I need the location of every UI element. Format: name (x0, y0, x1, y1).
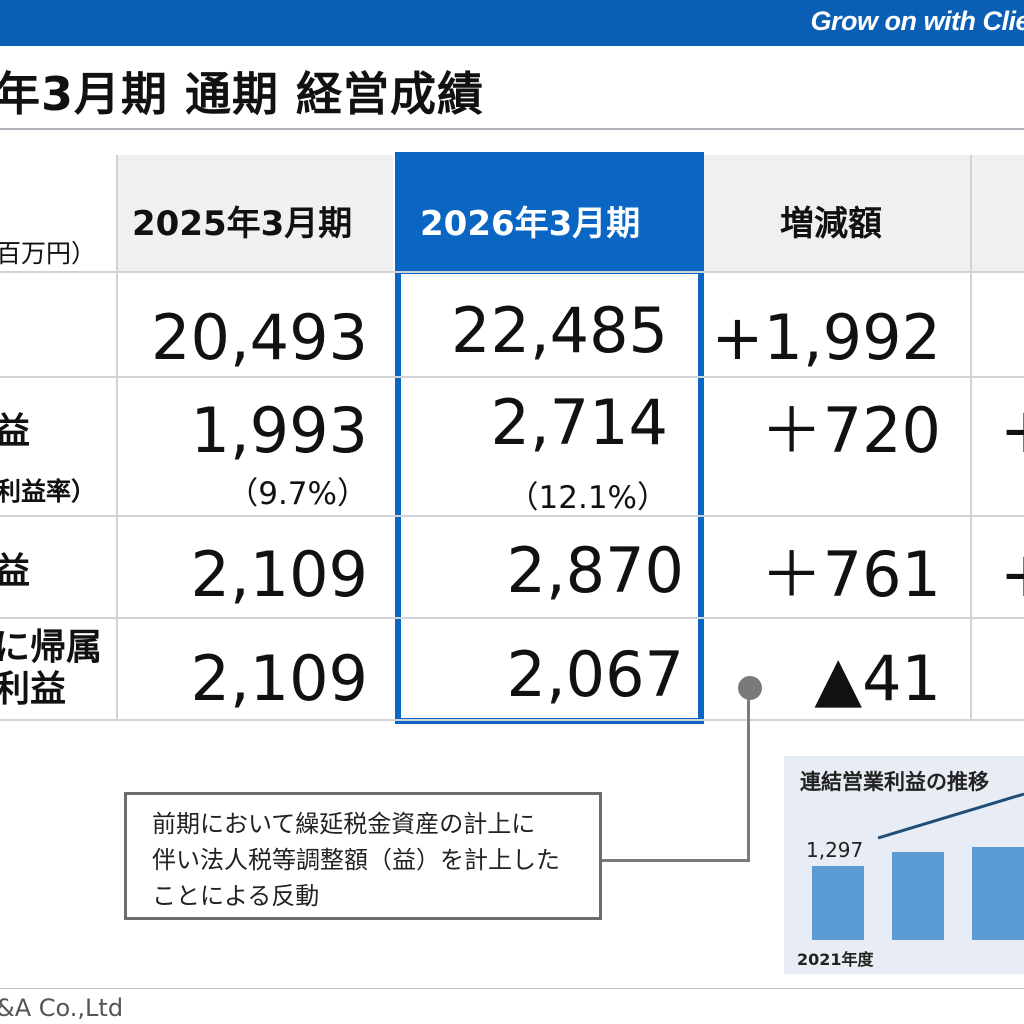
header-cell-extra (972, 155, 1024, 273)
row4-change: ▲41 (814, 642, 941, 715)
row4-label-line2: 利益 (0, 669, 67, 710)
row4-fy2025: 2,109 (190, 642, 369, 715)
mini-chart-title: 連結営業利益の推移 (800, 770, 989, 794)
column-divider (116, 155, 118, 721)
column-divider (970, 155, 972, 721)
row2-extra: + (1000, 400, 1024, 462)
slogan: Grow on with Clie (810, 6, 1024, 36)
row2-fy2026-pct: （12.1%） (507, 480, 668, 516)
row3-change: ＋761 (760, 538, 941, 611)
row-divider (0, 515, 1024, 517)
callout-box (124, 792, 602, 920)
mini-chart-bar (972, 847, 1024, 940)
callout-connector (600, 859, 750, 862)
mini-chart-bar (812, 866, 864, 940)
row-divider (0, 376, 1024, 378)
row-divider (0, 271, 1024, 273)
row4-label-line1: に帰属 (0, 627, 103, 668)
row1-change: +1,992 (711, 301, 941, 374)
callout-text: 前期において繰延税金資産の計上に 伴い法人税等調整額（益）を計上した ことによる… (152, 810, 560, 910)
column-header-fy2025: 2025年3月期 (132, 204, 353, 244)
callout-anchor-dot (738, 676, 762, 700)
column-header-fy2026: 2026年3月期 (420, 204, 641, 244)
page-title: 年3月期 通期 経営成績 (0, 67, 485, 121)
row2-change: ＋720 (760, 394, 941, 467)
row2-label: 益 (0, 411, 31, 452)
mini-chart-bar (892, 852, 944, 940)
row-divider (0, 719, 1024, 721)
row3-label: 益 (0, 551, 31, 592)
row3-fy2026: 2,870 (506, 534, 685, 607)
footer-divider (0, 988, 1024, 989)
mini-chart-trend-line (877, 792, 1024, 840)
row2-fy2025: 1,993 (190, 394, 369, 467)
row2-fy2026: 2,714 (490, 386, 669, 459)
row1-fy2026: 22,485 (451, 294, 668, 367)
row4-fy2026: 2,067 (506, 638, 685, 711)
unit-label: 百万円） (0, 239, 97, 268)
column-header-change: 増減額 (780, 204, 882, 244)
title-divider (0, 128, 1024, 130)
row1-fy2025: 20,493 (151, 301, 368, 374)
row2-sublabel: 利益率） (0, 477, 97, 506)
mini-chart-first-year: 2021年度 (797, 950, 874, 969)
row-divider (0, 617, 1024, 619)
footer-company: &A Co.,Ltd (0, 994, 124, 1022)
row3-extra: + (1000, 544, 1024, 606)
header-cell-fy2025 (117, 155, 393, 273)
header-cell-fy2026 (395, 152, 704, 274)
callout-connector (747, 690, 750, 862)
row2-fy2025-pct: （9.7%） (227, 476, 368, 512)
header-cell-change (704, 155, 970, 273)
header-bar (0, 0, 1024, 46)
mini-chart-first-value: 1,297 (806, 838, 864, 862)
row3-fy2025: 2,109 (190, 538, 369, 611)
